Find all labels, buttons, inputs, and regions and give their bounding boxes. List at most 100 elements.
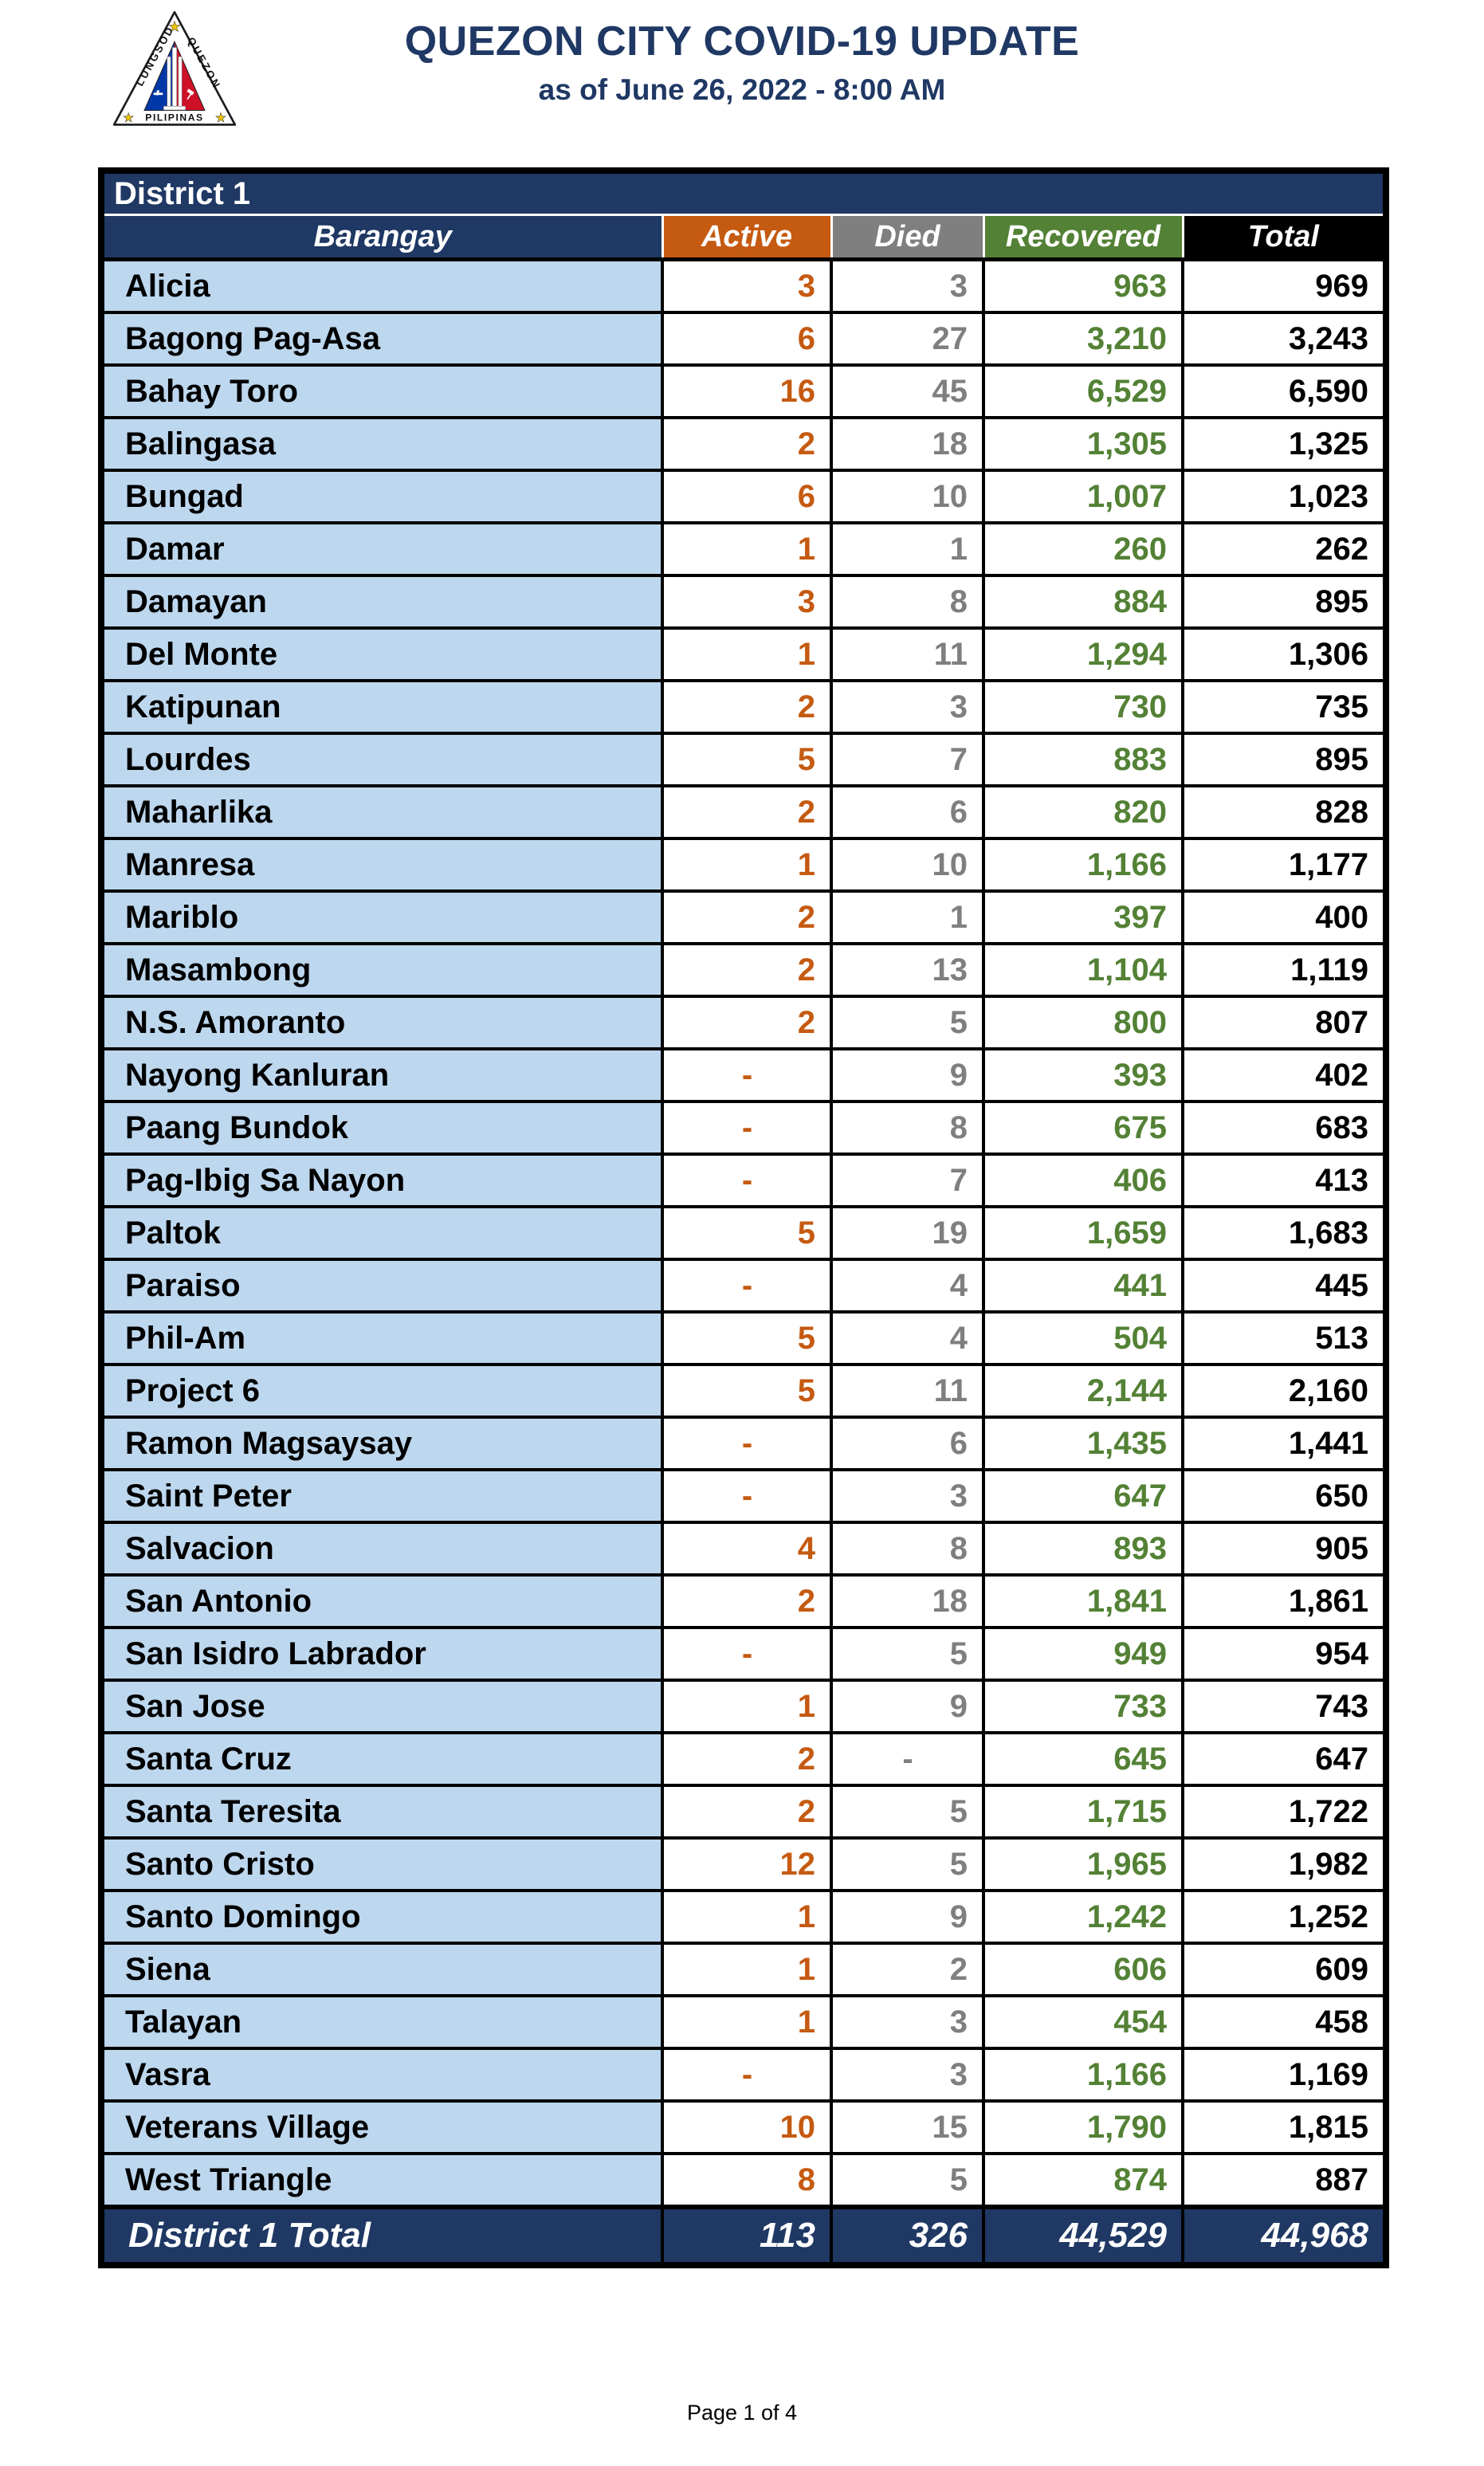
barangay-name-cell: Damar: [100, 521, 664, 577]
active-value-cell: 6: [661, 311, 833, 367]
active-value-cell: 1: [661, 1889, 833, 1945]
barangay-name-cell: Masambong: [100, 942, 664, 998]
barangay-name-cell: Paltok: [100, 1205, 664, 1261]
barangay-name-cell: Lourdes: [100, 732, 664, 787]
active-value-cell: 1: [661, 1942, 833, 1997]
active-value-cell: -: [661, 1626, 833, 1682]
table-row: Katipunan 2 3 730 735: [100, 679, 1388, 735]
died-value-cell: 11: [830, 626, 985, 682]
barangay-name-cell: Katipunan: [100, 679, 664, 735]
total-value-cell: 1,683: [1181, 1205, 1388, 1261]
table-row: Damar 1 1 260 262: [100, 521, 1388, 577]
active-value-cell: -: [661, 1100, 833, 1156]
title-block: QUEZON CITY COVID-19 UPDATE as of June 2…: [0, 18, 1484, 107]
column-header-recovered: Recovered: [982, 214, 1184, 261]
total-value-cell: 905: [1181, 1521, 1388, 1577]
recovered-value-cell: 393: [982, 1047, 1184, 1103]
died-value-cell: 4: [830, 1258, 985, 1313]
active-value-cell: -: [661, 1153, 833, 1208]
total-value-cell: 1,252: [1181, 1889, 1388, 1945]
died-value-cell: 11: [830, 1363, 985, 1419]
table-row: Paang Bundok - 8 675 683: [100, 1100, 1388, 1156]
recovered-value-cell: 874: [982, 2152, 1184, 2209]
active-value-cell: 2: [661, 942, 833, 998]
died-value-cell: 9: [830, 1047, 985, 1103]
recovered-value-cell: 800: [982, 995, 1184, 1050]
died-value-cell: 3: [830, 1468, 985, 1524]
active-value-cell: -: [661, 1258, 833, 1313]
recovered-value-cell: 730: [982, 679, 1184, 735]
barangay-name-cell: Del Monte: [100, 626, 664, 682]
barangay-name-cell: Santa Teresita: [100, 1784, 664, 1840]
district-band-row: District 1: [100, 169, 1388, 216]
total-row-active: 113: [661, 2205, 833, 2267]
barangay-name-cell: Project 6: [100, 1363, 664, 1419]
active-value-cell: 5: [661, 1363, 833, 1419]
total-value-cell: 1,119: [1181, 942, 1388, 998]
died-value-cell: 7: [830, 1153, 985, 1208]
recovered-value-cell: 1,007: [982, 469, 1184, 524]
died-value-cell: 6: [830, 784, 985, 840]
total-row-died: 326: [830, 2205, 985, 2267]
total-value-cell: 895: [1181, 574, 1388, 630]
active-value-cell: 2: [661, 995, 833, 1050]
table-row: Veterans Village 10 15 1,790 1,815: [100, 2099, 1388, 2155]
active-value-cell: 3: [661, 574, 833, 630]
total-value-cell: 735: [1181, 679, 1388, 735]
died-value-cell: 5: [830, 1784, 985, 1840]
table-row: Santa Cruz 2 - 645 647: [100, 1731, 1388, 1787]
recovered-value-cell: 1,965: [982, 1836, 1184, 1892]
active-value-cell: 2: [661, 1784, 833, 1840]
total-value-cell: 954: [1181, 1626, 1388, 1682]
total-value-cell: 828: [1181, 784, 1388, 840]
table-row: San Isidro Labrador - 5 949 954: [100, 1626, 1388, 1682]
page-subtitle: as of June 26, 2022 - 8:00 AM: [538, 73, 946, 106]
total-value-cell: 743: [1181, 1679, 1388, 1734]
active-value-cell: 3: [661, 257, 833, 314]
died-value-cell: 10: [830, 469, 985, 524]
died-value-cell: 3: [830, 2047, 985, 2103]
died-value-cell: 19: [830, 1205, 985, 1261]
recovered-value-cell: 647: [982, 1468, 1184, 1524]
active-value-cell: 2: [661, 1573, 833, 1629]
table-row: Bahay Toro 16 45 6,529 6,590: [100, 363, 1388, 419]
barangay-name-cell: Paang Bundok: [100, 1100, 664, 1156]
recovered-value-cell: 645: [982, 1731, 1184, 1787]
recovered-value-cell: 1,242: [982, 1889, 1184, 1945]
table-row: Bungad 6 10 1,007 1,023: [100, 469, 1388, 524]
active-value-cell: 1: [661, 837, 833, 893]
died-value-cell: 13: [830, 942, 985, 998]
died-value-cell: 5: [830, 1836, 985, 1892]
table-row: Project 6 5 11 2,144 2,160: [100, 1363, 1388, 1419]
recovered-value-cell: 1,435: [982, 1416, 1184, 1471]
total-value-cell: 1,441: [1181, 1416, 1388, 1471]
total-value-cell: 513: [1181, 1310, 1388, 1366]
total-value-cell: 609: [1181, 1942, 1388, 1997]
star-icon: ★: [168, 18, 181, 34]
died-value-cell: 3: [830, 679, 985, 735]
barangay-name-cell: Talayan: [100, 1994, 664, 2050]
died-value-cell: 18: [830, 416, 985, 472]
recovered-value-cell: 406: [982, 1153, 1184, 1208]
total-value-cell: 1,722: [1181, 1784, 1388, 1840]
active-value-cell: 1: [661, 1994, 833, 2050]
active-value-cell: -: [661, 1047, 833, 1103]
recovered-value-cell: 1,166: [982, 2047, 1184, 2103]
table-row: Vasra - 3 1,166 1,169: [100, 2047, 1388, 2103]
total-value-cell: 1,861: [1181, 1573, 1388, 1629]
active-value-cell: -: [661, 2047, 833, 2103]
barangay-name-cell: Bagong Pag-Asa: [100, 311, 664, 367]
total-value-cell: 887: [1181, 2152, 1388, 2209]
recovered-value-cell: 963: [982, 257, 1184, 314]
barangay-name-cell: Balingasa: [100, 416, 664, 472]
table-row: Pag-Ibig Sa Nayon - 7 406 413: [100, 1153, 1388, 1208]
active-value-cell: 5: [661, 732, 833, 787]
table-row: Manresa 1 10 1,166 1,177: [100, 837, 1388, 893]
table-row: San Jose 1 9 733 743: [100, 1679, 1388, 1734]
total-value-cell: 3,243: [1181, 311, 1388, 367]
died-value-cell: 4: [830, 1310, 985, 1366]
active-value-cell: 16: [661, 363, 833, 419]
column-header-died: Died: [830, 214, 985, 261]
active-value-cell: 1: [661, 1679, 833, 1734]
recovered-value-cell: 1,104: [982, 942, 1184, 998]
